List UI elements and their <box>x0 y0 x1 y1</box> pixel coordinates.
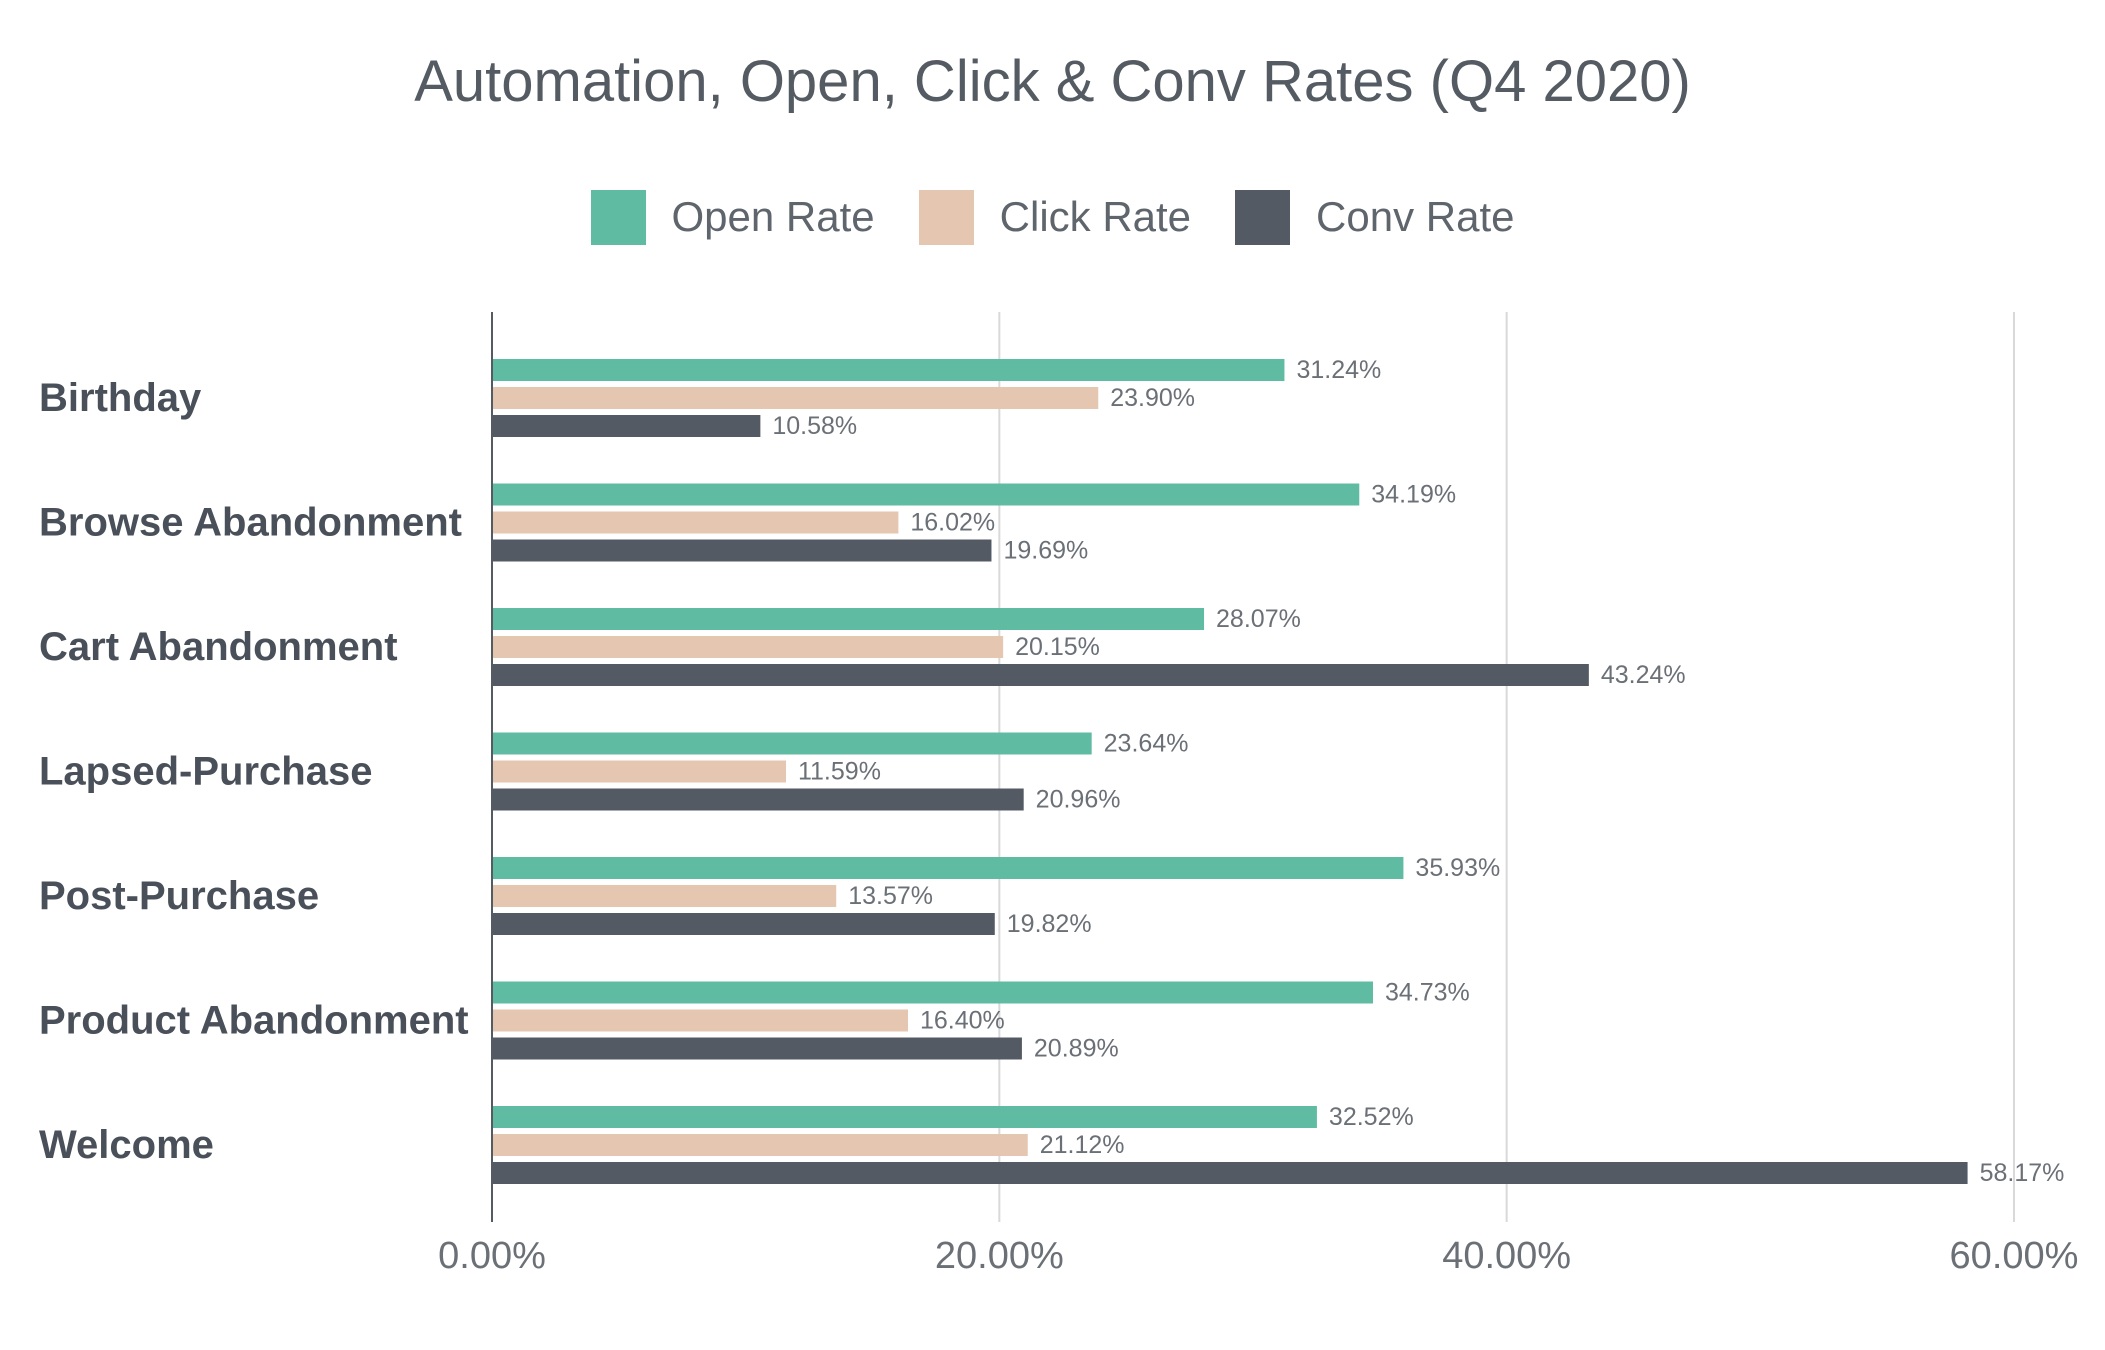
value-label-click-rate-4: 13.57% <box>848 882 933 910</box>
value-label-click-rate-1: 16.02% <box>910 509 995 537</box>
bar-click-rate-5 <box>492 1009 909 1032</box>
chart-title: Automation, Open, Click & Conv Rates (Q4… <box>414 49 1691 114</box>
bar-open-rate-6 <box>492 1106 1317 1128</box>
category-label-1: Browse Abandonment <box>39 501 462 545</box>
value-label-click-rate-2: 20.15% <box>1015 633 1100 661</box>
legend-swatch-click-rate <box>918 189 974 245</box>
legend-label-conv-rate: Conv Rate <box>1316 193 1515 240</box>
legend-item-click-rate: Click Rate <box>918 189 1192 245</box>
value-label-open-rate-0: 31.24% <box>1296 356 1381 384</box>
bar-click-rate-3 <box>492 760 786 783</box>
x-tick-label-0: 0.00% <box>438 1235 546 1277</box>
value-label-click-rate-6: 21.12% <box>1040 1131 1125 1159</box>
bar-open-rate-3 <box>492 732 1092 755</box>
category-label-2: Cart Abandonment <box>39 625 398 669</box>
legend-swatch-conv-rate <box>1235 189 1291 245</box>
value-label-conv-rate-1: 19.69% <box>1003 537 1088 565</box>
value-label-open-rate-4: 35.93% <box>1415 854 1500 882</box>
legend-label-open-rate: Open Rate <box>671 193 875 240</box>
bar-conv-rate-6 <box>492 1162 1968 1184</box>
value-label-open-rate-1: 34.19% <box>1371 481 1456 509</box>
legend: Open Rate Click Rate Conv Rate <box>0 186 2105 248</box>
category-label-5: Product Abandonment <box>39 999 469 1043</box>
bar-click-rate-4 <box>492 885 837 907</box>
bar-conv-rate-3 <box>492 788 1024 811</box>
value-label-conv-rate-0: 10.58% <box>772 412 857 440</box>
legend-label-click-rate: Click Rate <box>999 193 1192 240</box>
value-label-click-rate-3: 11.59% <box>798 758 881 786</box>
bar-click-rate-6 <box>492 1134 1028 1156</box>
bar-conv-rate-1 <box>492 539 992 562</box>
value-label-open-rate-2: 28.07% <box>1216 605 1301 633</box>
value-label-click-rate-5: 16.40% <box>920 1007 1005 1035</box>
legend-item-conv-rate: Conv Rate <box>1235 189 1515 245</box>
value-label-click-rate-0: 23.90% <box>1110 384 1195 412</box>
bar-conv-rate-5 <box>492 1037 1022 1060</box>
value-label-open-rate-6: 32.52% <box>1329 1103 1414 1131</box>
bar-open-rate-0 <box>492 359 1285 381</box>
value-label-open-rate-5: 34.73% <box>1385 979 1470 1007</box>
category-label-6: Welcome <box>39 1123 214 1167</box>
x-tick-label-1: 20.00% <box>935 1235 1064 1277</box>
category-label-4: Post-Purchase <box>39 874 319 918</box>
bar-click-rate-0 <box>492 387 1099 409</box>
category-label-0: Birthday <box>39 376 202 420</box>
x-tick-label-3: 60.00% <box>1950 1235 2079 1277</box>
value-label-conv-rate-3: 20.96% <box>1036 786 1121 814</box>
x-tick-label-2: 40.00% <box>1442 1235 1571 1277</box>
bar-click-rate-2 <box>492 636 1004 658</box>
value-label-open-rate-3: 23.64% <box>1104 730 1189 758</box>
bar-open-rate-1 <box>492 483 1360 506</box>
bar-open-rate-5 <box>492 981 1373 1004</box>
bar-conv-rate-4 <box>492 913 995 935</box>
legend-swatch-open-rate <box>590 189 646 245</box>
bar-click-rate-1 <box>492 511 899 534</box>
bar-open-rate-2 <box>492 608 1205 630</box>
bar-conv-rate-2 <box>492 664 1589 686</box>
legend-item-open-rate: Open Rate <box>590 189 875 245</box>
value-label-conv-rate-6: 58.17% <box>1980 1159 2065 1187</box>
value-label-conv-rate-4: 19.82% <box>1007 910 1092 938</box>
value-label-conv-rate-2: 43.24% <box>1601 661 1686 689</box>
category-label-3: Lapsed-Purchase <box>39 750 372 794</box>
value-label-conv-rate-5: 20.89% <box>1034 1035 1119 1063</box>
bar-open-rate-4 <box>492 857 1404 879</box>
bar-conv-rate-0 <box>492 415 761 437</box>
